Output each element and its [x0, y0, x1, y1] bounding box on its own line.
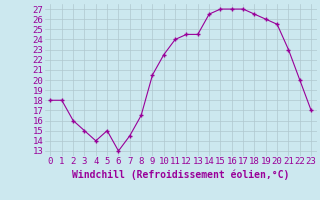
X-axis label: Windchill (Refroidissement éolien,°C): Windchill (Refroidissement éolien,°C) — [72, 169, 290, 180]
